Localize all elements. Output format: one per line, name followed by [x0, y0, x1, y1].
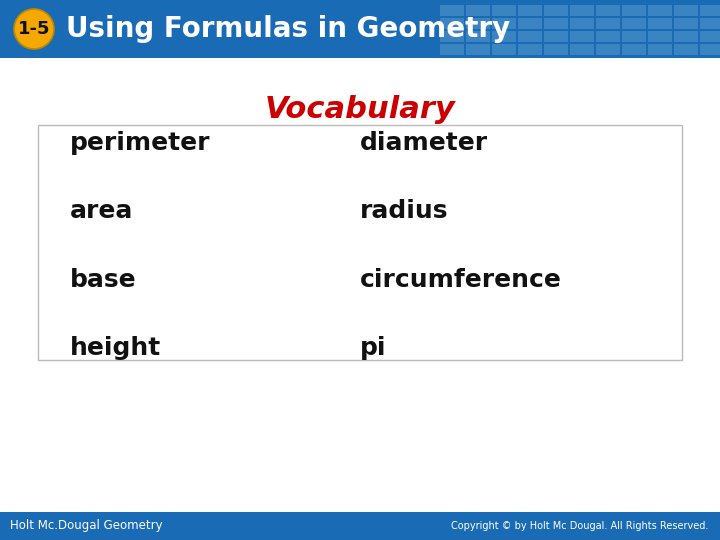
Bar: [0, 0, 720, 58]
Bar: [596, 44, 620, 55]
Bar: [570, 31, 594, 42]
Text: height: height: [70, 336, 161, 360]
Bar: [518, 31, 542, 42]
Bar: [570, 5, 594, 16]
Bar: [648, 31, 672, 42]
Bar: [492, 18, 516, 29]
Bar: [544, 31, 568, 42]
Bar: [440, 18, 464, 29]
Bar: [518, 18, 542, 29]
Bar: [622, 44, 646, 55]
Text: circumference: circumference: [360, 268, 562, 292]
Bar: [38, 125, 682, 360]
Bar: [518, 5, 542, 16]
Bar: [466, 5, 490, 16]
Bar: [440, 44, 464, 55]
Text: base: base: [70, 268, 137, 292]
Text: area: area: [70, 199, 133, 224]
Circle shape: [14, 9, 54, 49]
Bar: [622, 31, 646, 42]
Bar: [700, 5, 720, 16]
Bar: [466, 44, 490, 55]
Bar: [648, 5, 672, 16]
Bar: [700, 44, 720, 55]
Bar: [674, 44, 698, 55]
Bar: [674, 31, 698, 42]
Bar: [466, 31, 490, 42]
Bar: [648, 18, 672, 29]
Bar: [648, 44, 672, 55]
Bar: [518, 44, 542, 55]
Bar: [0, 512, 720, 540]
Text: pi: pi: [360, 336, 387, 360]
Text: perimeter: perimeter: [70, 131, 210, 155]
Bar: [440, 5, 464, 16]
Bar: [544, 44, 568, 55]
Bar: [622, 18, 646, 29]
Bar: [674, 18, 698, 29]
Text: 1-5: 1-5: [18, 20, 50, 38]
Text: radius: radius: [360, 199, 449, 224]
Bar: [674, 5, 698, 16]
Bar: [596, 5, 620, 16]
Bar: [700, 31, 720, 42]
Bar: [544, 5, 568, 16]
Bar: [700, 18, 720, 29]
Bar: [492, 5, 516, 16]
Text: diameter: diameter: [360, 131, 488, 155]
Bar: [466, 18, 490, 29]
Bar: [570, 44, 594, 55]
Bar: [596, 31, 620, 42]
Bar: [622, 5, 646, 16]
Text: Vocabulary: Vocabulary: [265, 96, 455, 125]
Bar: [492, 31, 516, 42]
Bar: [596, 18, 620, 29]
Text: Using Formulas in Geometry: Using Formulas in Geometry: [66, 15, 510, 43]
Bar: [492, 44, 516, 55]
Bar: [544, 18, 568, 29]
Text: Holt Mc.Dougal Geometry: Holt Mc.Dougal Geometry: [10, 519, 163, 532]
Bar: [570, 18, 594, 29]
Text: Copyright © by Holt Mc Dougal. All Rights Reserved.: Copyright © by Holt Mc Dougal. All Right…: [451, 521, 708, 531]
Bar: [440, 31, 464, 42]
